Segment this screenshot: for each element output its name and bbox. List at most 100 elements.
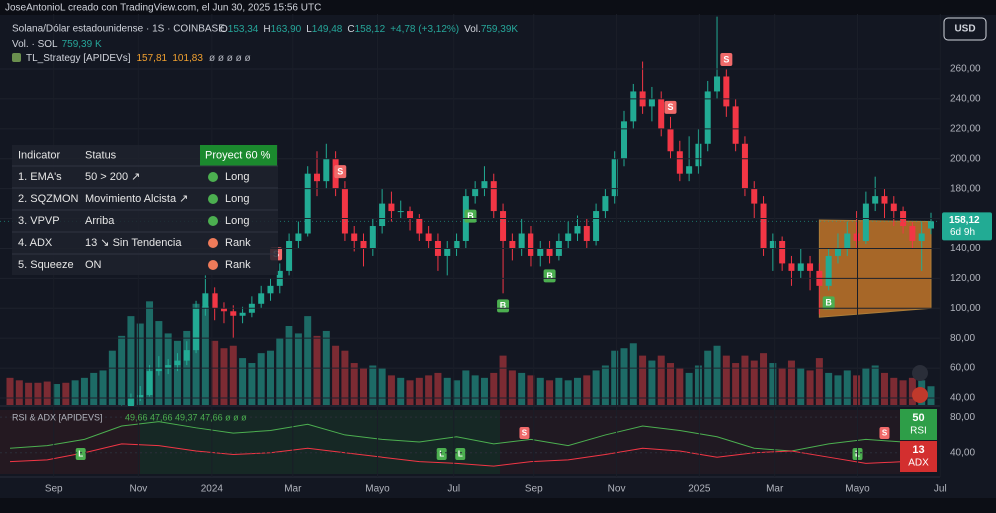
volume-bar (927, 386, 935, 405)
candle-body (165, 365, 172, 369)
volume-bar (285, 326, 293, 405)
volume-bar (99, 370, 107, 405)
indicator-signal-label: S (522, 429, 528, 438)
change: +4,78 (+3,12%) (390, 24, 459, 35)
table-header: Proyect 60 % (205, 149, 271, 161)
volume-bar (239, 358, 247, 405)
volume-bar (248, 363, 256, 405)
volume-bar (555, 377, 563, 405)
volume-bar (713, 345, 721, 405)
candle-body (779, 240, 786, 264)
candle-body (481, 181, 488, 189)
volume-bar (146, 301, 154, 405)
badge-name: RSI (910, 426, 927, 437)
x-tick-label: Jul (934, 484, 947, 495)
candle-body (769, 240, 776, 249)
candle-body (183, 350, 190, 361)
indicator-signal-label: L (439, 450, 444, 459)
candle-body (527, 233, 534, 256)
candle-body (360, 240, 367, 249)
volume-bar (127, 316, 135, 405)
signal-label: S (668, 102, 674, 112)
volume-bar (518, 372, 526, 405)
candle-body (137, 395, 144, 398)
candle-body (490, 181, 497, 212)
candle-body (202, 293, 209, 309)
volume-bar (722, 355, 730, 405)
countdown: 6d 9h (950, 227, 975, 238)
candle-body (881, 196, 888, 204)
strategy-icon (12, 53, 21, 62)
signal-badge (543, 269, 556, 283)
y-tick-label: 40,00 (950, 393, 975, 404)
volume-bar (276, 338, 284, 405)
candle-body (732, 106, 739, 144)
volume-bar (546, 380, 554, 405)
indicator-values: 49,66 47,66 49,37 47,66 ø ø ø (125, 412, 247, 422)
volume-bar (667, 363, 675, 405)
signal-label: S (723, 54, 729, 64)
indicator-signal-label: L (458, 450, 463, 459)
x-tick-label: Jul (447, 484, 460, 495)
volume-bar (797, 367, 805, 405)
volume-bar (53, 384, 61, 405)
table-cell: Long (225, 215, 249, 227)
volume-bar (136, 323, 144, 405)
volume-bar (15, 380, 23, 405)
y-tick-label: 180,00 (950, 183, 981, 194)
volume-bar (294, 333, 302, 405)
candle-body (714, 76, 721, 92)
tool-icon[interactable] (912, 365, 928, 381)
currency-button[interactable] (943, 17, 987, 41)
candle-body (146, 371, 153, 396)
candle-body (844, 233, 851, 249)
volume-bar (536, 377, 544, 405)
y-tick-label: 220,00 (950, 123, 981, 134)
volume-bar (732, 363, 740, 405)
y-tick-label: 80,00 (950, 333, 975, 344)
volume-bar (360, 367, 368, 405)
candle-body (425, 233, 432, 241)
volume-bar (806, 370, 814, 405)
table-cell: Long (225, 171, 249, 183)
volume-bar (425, 375, 433, 405)
status-dot (208, 216, 218, 226)
volume-bar (899, 380, 907, 405)
volume-bar (406, 380, 414, 405)
tool-icon[interactable] (912, 387, 928, 403)
candle-body (174, 360, 181, 366)
candle-body (230, 311, 237, 316)
volume-bar (694, 365, 702, 405)
table-header: Status (85, 149, 117, 161)
candle-body (379, 203, 386, 227)
candle-body (537, 248, 544, 256)
status-dot (208, 194, 218, 204)
volume-bar (341, 350, 349, 405)
ohlc: O153,34 H163,90 L149,48 C158,12 +4,78 (+3,12… (220, 24, 518, 35)
candle-body (500, 211, 507, 241)
candle-body (369, 226, 376, 249)
y-tick-label: 100,00 (950, 303, 981, 314)
table-cell: Movimiento Alcista ↗ (85, 193, 188, 205)
volume-bar (25, 382, 33, 405)
vol-value: 759,39K (481, 24, 519, 35)
candle-body (630, 91, 637, 122)
volume-bar (527, 375, 535, 405)
candle-body (193, 308, 200, 351)
currency[interactable]: USD (954, 24, 975, 35)
candle-body (211, 293, 218, 309)
candle-body (453, 240, 460, 249)
volume-bar (229, 345, 237, 405)
volume-bar (34, 382, 42, 405)
candle-body (704, 91, 711, 144)
ohlc-key: C (347, 24, 354, 35)
volume-bar (80, 377, 88, 405)
volume-bar (257, 353, 265, 405)
candle-body (472, 188, 479, 197)
signal-label: B (825, 298, 832, 308)
price-tag-value: 158,12 (949, 215, 980, 226)
candle-body (667, 128, 674, 152)
x-tick-label: Nov (129, 484, 147, 495)
table-cell: Arriba (85, 215, 115, 227)
indicator-signal (879, 427, 890, 439)
